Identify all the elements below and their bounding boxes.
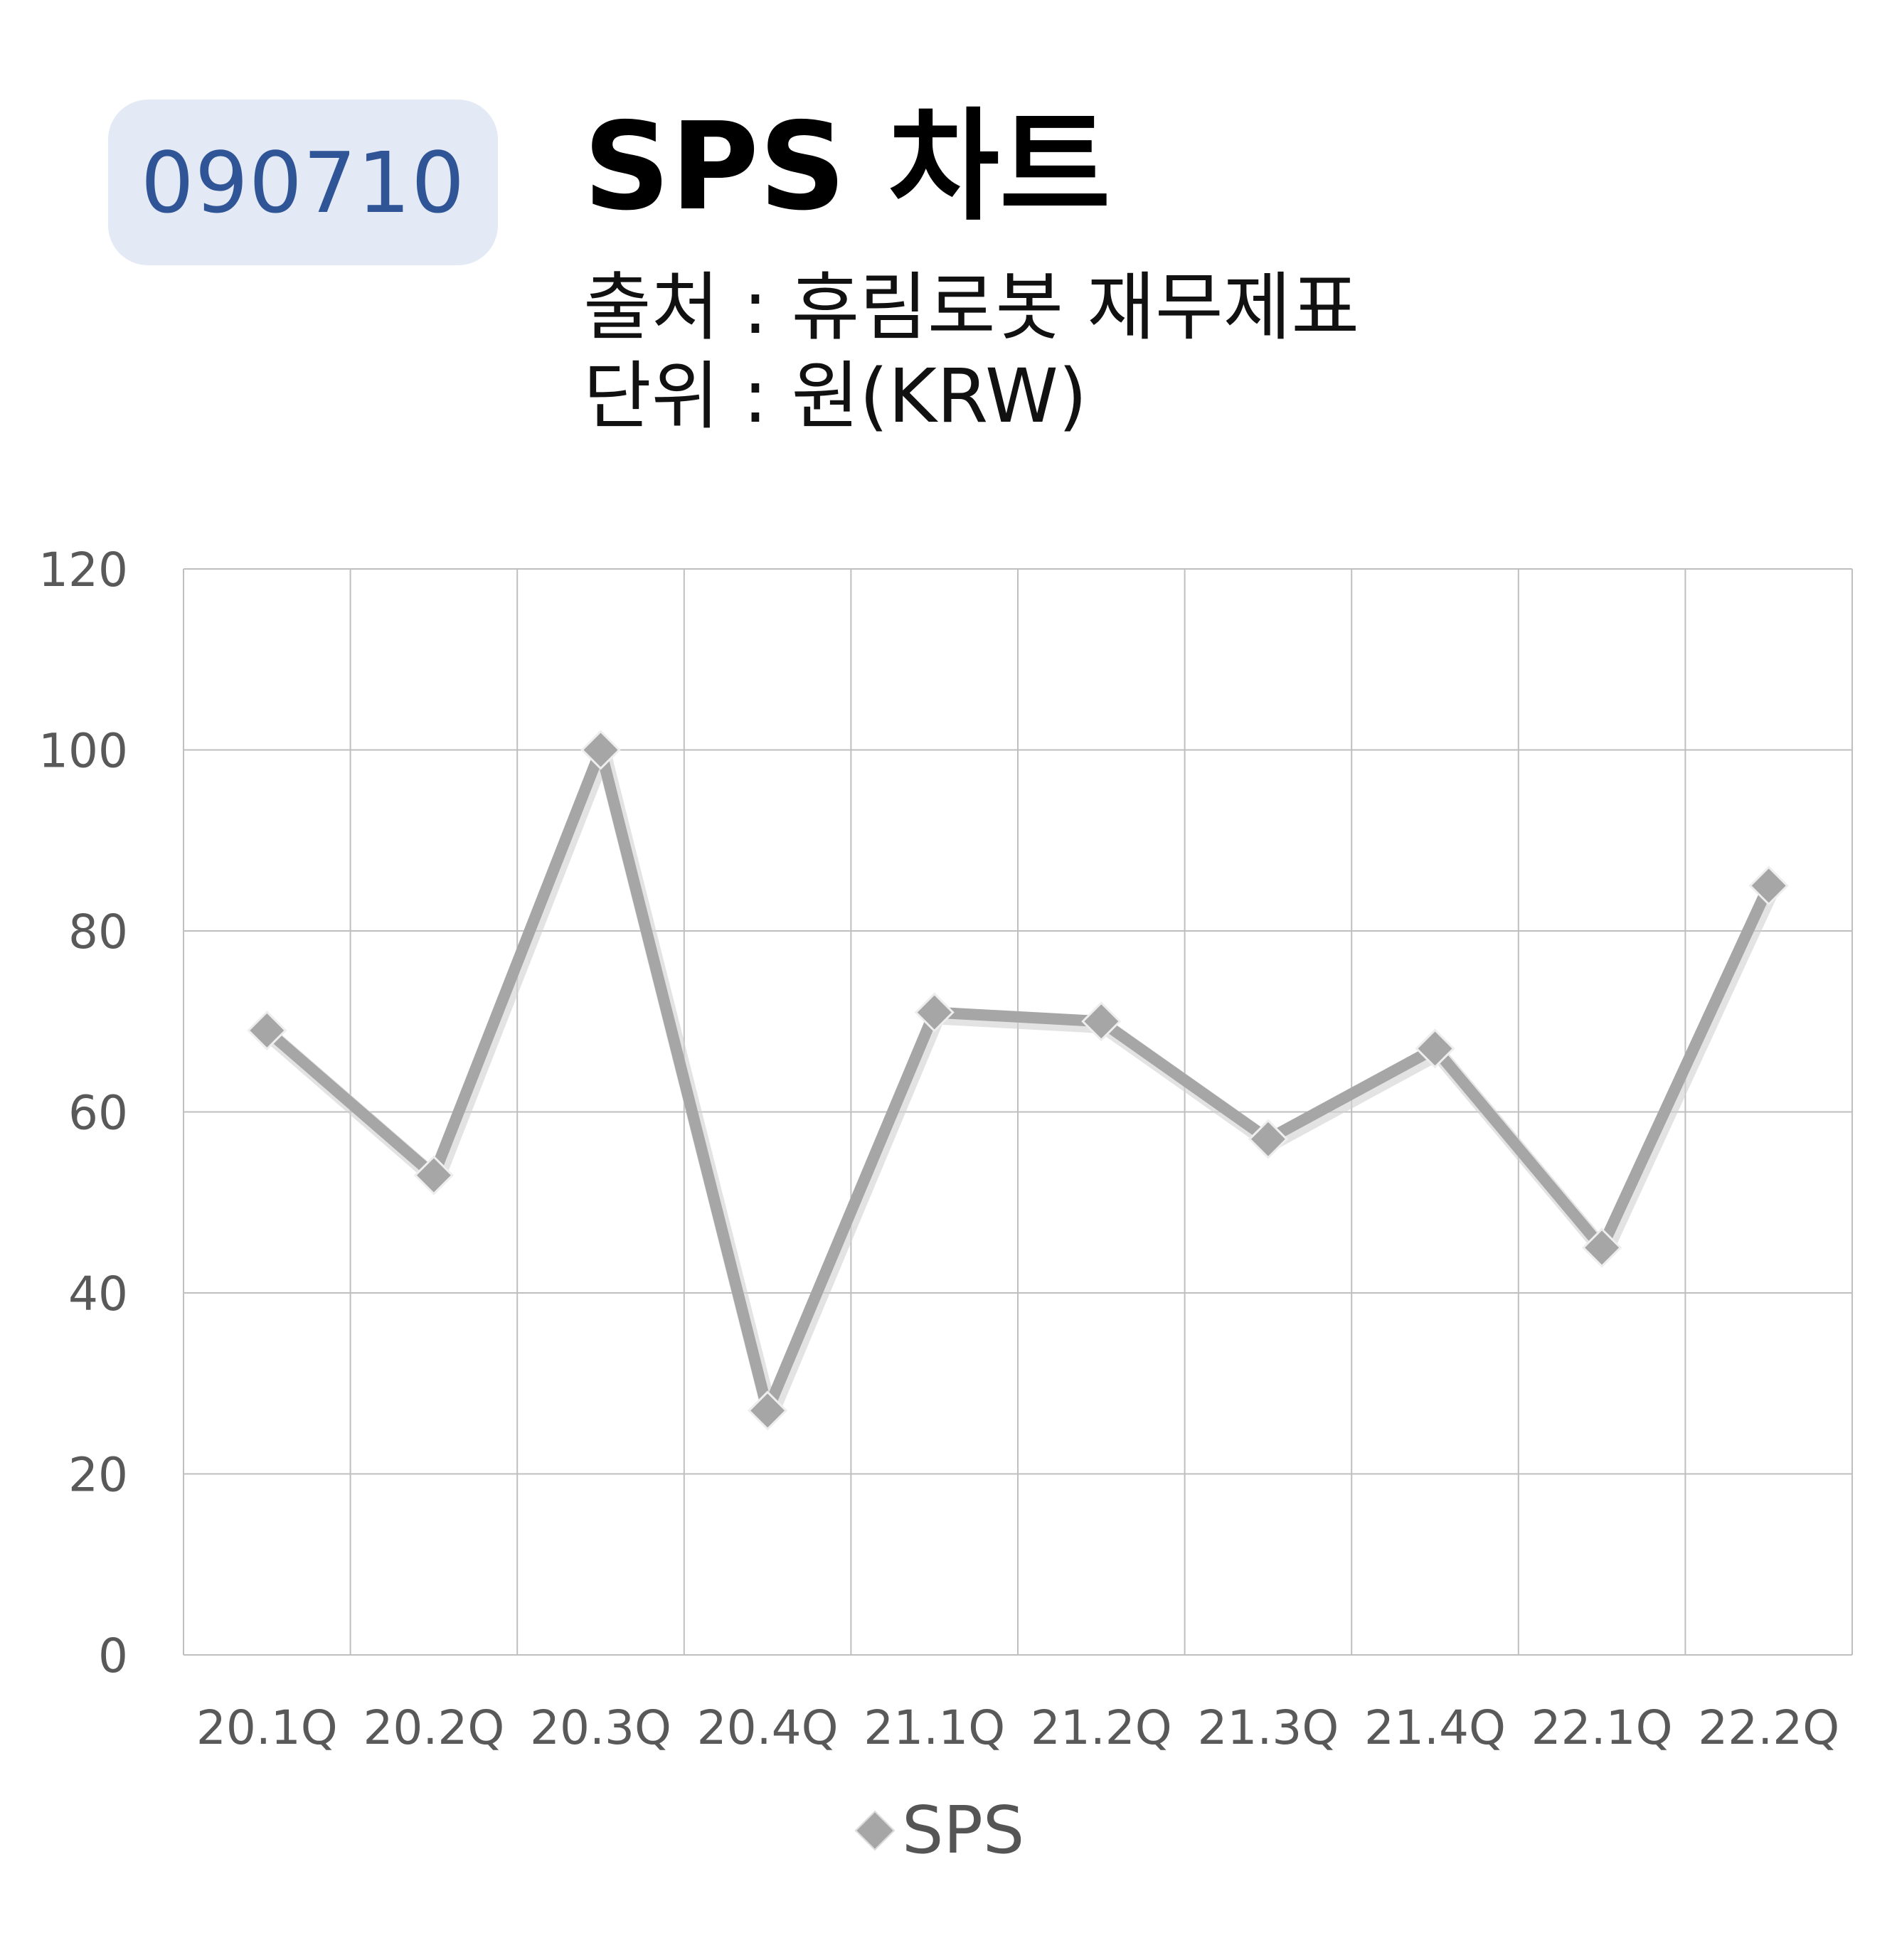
y-tick-label: 40: [68, 1267, 128, 1321]
data-point-marker: [1415, 1028, 1455, 1069]
stock-code-badge: 090710: [108, 100, 498, 265]
series-line-shadow: [265, 746, 1779, 1423]
x-tick-label: 20.2Q: [363, 1700, 504, 1755]
stock-code: 090710: [140, 133, 466, 232]
x-tick-label: 21.1Q: [864, 1700, 1005, 1755]
x-tick-label: 21.2Q: [1031, 1700, 1172, 1755]
x-tick-label: 21.3Q: [1197, 1700, 1339, 1755]
data-point-marker: [747, 1390, 788, 1431]
grid-lines: [183, 568, 1853, 1656]
x-axis-ticks: 20.1Q 20.2Q 20.3Q 20.4Q 21.1Q 21.2Q 21.3Q 21.4Q…: [196, 1700, 1839, 1755]
y-tick-label: 100: [38, 724, 128, 779]
source-label: 출처 : 휴림로봇 재무제표: [583, 264, 1360, 351]
data-point-marker: [1081, 1001, 1122, 1042]
y-tick-label: 120: [38, 543, 128, 597]
data-point-marker: [914, 992, 955, 1033]
series-sps: [247, 730, 1789, 1431]
chart-title: SPS 차트: [583, 97, 1111, 238]
unit-label: 단위 : 원(KRW): [583, 353, 1088, 440]
x-tick-label: 20.3Q: [530, 1700, 671, 1755]
y-tick-label: 20: [68, 1448, 128, 1503]
data-point-marker: [580, 730, 621, 770]
legend-label: SPS: [902, 1792, 1025, 1868]
y-tick-label: 0: [98, 1629, 128, 1683]
legend-diamond-icon: [854, 1810, 896, 1850]
x-tick-label: 21.4Q: [1364, 1700, 1506, 1755]
data-point-marker: [1748, 866, 1789, 906]
legend: SPS: [854, 1792, 1025, 1868]
y-tick-label: 60: [68, 1086, 128, 1141]
y-tick-label: 80: [68, 905, 128, 959]
x-tick-label: 22.1Q: [1531, 1700, 1673, 1755]
x-tick-label: 22.2Q: [1698, 1700, 1839, 1755]
data-point-marker: [1581, 1227, 1622, 1268]
x-tick-label: 20.4Q: [697, 1700, 839, 1755]
data-point-marker: [247, 1010, 287, 1051]
data-point-marker: [1248, 1119, 1289, 1159]
series-line: [263, 744, 1774, 1417]
x-tick-label: 20.1Q: [196, 1700, 338, 1755]
data-point-marker: [413, 1155, 455, 1195]
y-axis-ticks: 0 20 40 60 80 100 120: [38, 543, 128, 1683]
